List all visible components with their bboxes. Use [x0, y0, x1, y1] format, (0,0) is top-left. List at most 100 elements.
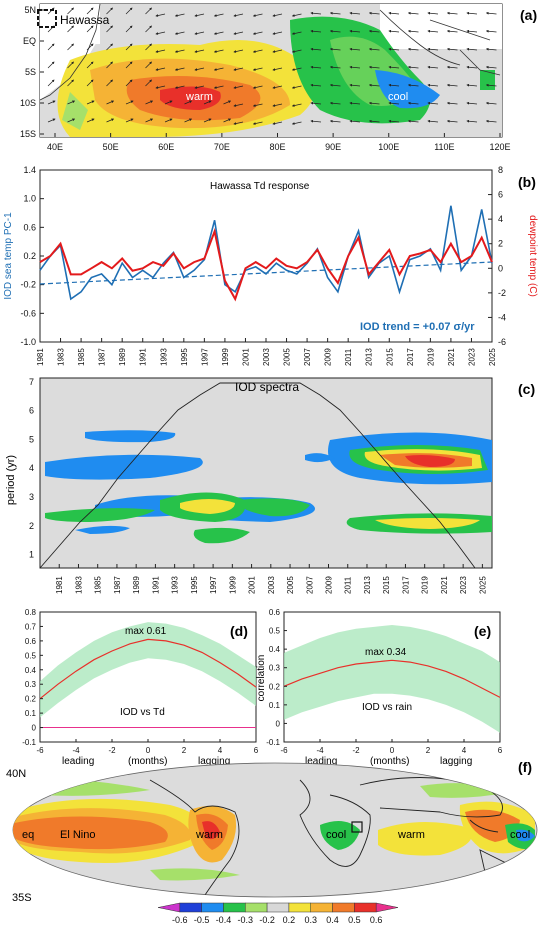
wind-vector — [485, 101, 497, 105]
wind-vector — [272, 31, 283, 35]
b-ytick-label: 1.0 — [23, 194, 36, 204]
wind-vector — [368, 101, 380, 105]
colorbar-label: 0.3 — [304, 915, 317, 925]
panel-label-b: (b) — [518, 174, 536, 190]
colorbar-label: -0.5 — [194, 915, 210, 925]
d-xtick-label: -2 — [108, 746, 116, 755]
wind-vector — [329, 47, 341, 51]
d-ytick-label: 0.2 — [25, 695, 37, 704]
b-xtick-label: 2003 — [262, 348, 271, 366]
wind-vector — [310, 65, 322, 69]
wind-vector — [388, 83, 400, 87]
hawassa-box — [37, 9, 57, 28]
wind-vector — [329, 101, 341, 105]
wind-vector — [349, 119, 361, 123]
panel-d-xlabel-months: (months) — [128, 756, 167, 767]
b-xtick-label: 2021 — [447, 348, 456, 366]
wind-vector — [233, 13, 244, 17]
panel-e: 0.6 0.5 0.4 0.3 0.2 0.1 0 -0.1 -6 -4 -2 0 2 4 6 corre… — [256, 608, 503, 767]
wind-vector — [427, 47, 439, 51]
wind-vector — [174, 31, 185, 35]
wind-vector — [67, 118, 76, 123]
wind-vector — [291, 121, 302, 125]
wind-vector — [310, 11, 322, 15]
b-ytick-right-label: 0 — [498, 263, 503, 273]
wind-vector — [291, 49, 302, 53]
d-xtick-label: 0 — [146, 746, 151, 755]
wind-vector — [174, 67, 185, 71]
colorbar-swatch — [354, 902, 377, 913]
lat-label-40n: 40N — [6, 768, 26, 780]
wind-vector — [155, 49, 166, 53]
b-xtick-label: 1993 — [159, 348, 168, 366]
wind-vector — [427, 83, 439, 87]
panel-e-confidence-band — [284, 625, 500, 733]
wind-vector — [466, 65, 478, 69]
c-xtick-label: 1989 — [132, 576, 141, 594]
panel-label-e: (e) — [474, 623, 491, 639]
d-ytick-label: 0.4 — [25, 666, 37, 675]
wind-vector — [47, 118, 56, 123]
wind-vector — [86, 7, 94, 15]
wind-vector — [407, 119, 419, 123]
wind-vector — [349, 83, 361, 87]
colorbar-swatch — [375, 902, 399, 913]
wind-vector — [349, 11, 361, 15]
panel-f-map — [13, 777, 535, 896]
wind-vector — [446, 65, 458, 69]
wind-vector — [86, 25, 94, 33]
wind-vector — [252, 67, 263, 71]
panel-label-f: (f) — [518, 759, 532, 775]
wind-vector — [86, 61, 94, 69]
wind-vector — [67, 25, 74, 33]
b-ytick-label: 0.2 — [23, 251, 36, 261]
wind-vector — [223, 100, 232, 105]
panel-c-ylabel: period (yr) — [5, 455, 17, 505]
colorbar-swatch — [266, 902, 290, 913]
wind-vector — [427, 119, 439, 123]
b-xtick-label: 2013 — [365, 348, 374, 366]
a-ytick-label: 5N — [24, 5, 36, 15]
colorbar-label: 0.4 — [326, 915, 339, 925]
wind-vector — [125, 25, 133, 33]
colorbar-label: 0.5 — [348, 915, 361, 925]
wind-vector — [233, 31, 244, 35]
b-xtick-label: 2009 — [324, 348, 333, 366]
wind-vector — [233, 85, 244, 89]
a-xtick-label: 60E — [158, 142, 174, 152]
wind-vector — [427, 11, 439, 15]
c-xtick-label: 2025 — [478, 576, 487, 594]
wind-vector — [86, 79, 94, 87]
panel-b-frame — [39, 169, 493, 343]
b-xtick-label: 2001 — [241, 348, 250, 366]
wind-vector — [368, 119, 380, 123]
wind-vector — [252, 49, 263, 53]
wind-vector — [368, 65, 380, 69]
label-eq: eq — [22, 829, 34, 841]
a-ytick-label: 10S — [20, 98, 36, 108]
colorbar-swatch — [157, 902, 181, 913]
b-xtick-label: 1983 — [57, 348, 66, 366]
colorbar-swatch — [179, 902, 202, 913]
b-xtick-label: 2023 — [467, 348, 476, 366]
a-xtick-label: 40E — [47, 142, 63, 152]
label-warm: warm — [185, 91, 213, 103]
wind-vector — [272, 103, 283, 107]
wind-vector — [164, 118, 173, 123]
b-ytick-right-label: 6 — [498, 190, 503, 200]
wind-vector — [272, 49, 283, 53]
wind-vector — [86, 118, 95, 123]
panel-e-xlabel-months: (months) — [370, 756, 409, 767]
panel-e-ylabel: correlation — [256, 655, 267, 702]
wind-vector — [291, 31, 302, 35]
c-xtick-label: 1985 — [94, 576, 103, 594]
wind-vector — [155, 67, 166, 71]
panel-f-hawassa-box — [351, 821, 363, 833]
colorbar-label: -0.6 — [172, 915, 188, 925]
panel-a-wind-vectors — [47, 7, 497, 125]
wind-vector — [446, 101, 458, 105]
c-xtick-label: 2021 — [440, 576, 449, 594]
a-xtick-label: 120E — [489, 142, 510, 152]
wind-vector — [485, 83, 497, 87]
wind-vector — [407, 101, 419, 105]
